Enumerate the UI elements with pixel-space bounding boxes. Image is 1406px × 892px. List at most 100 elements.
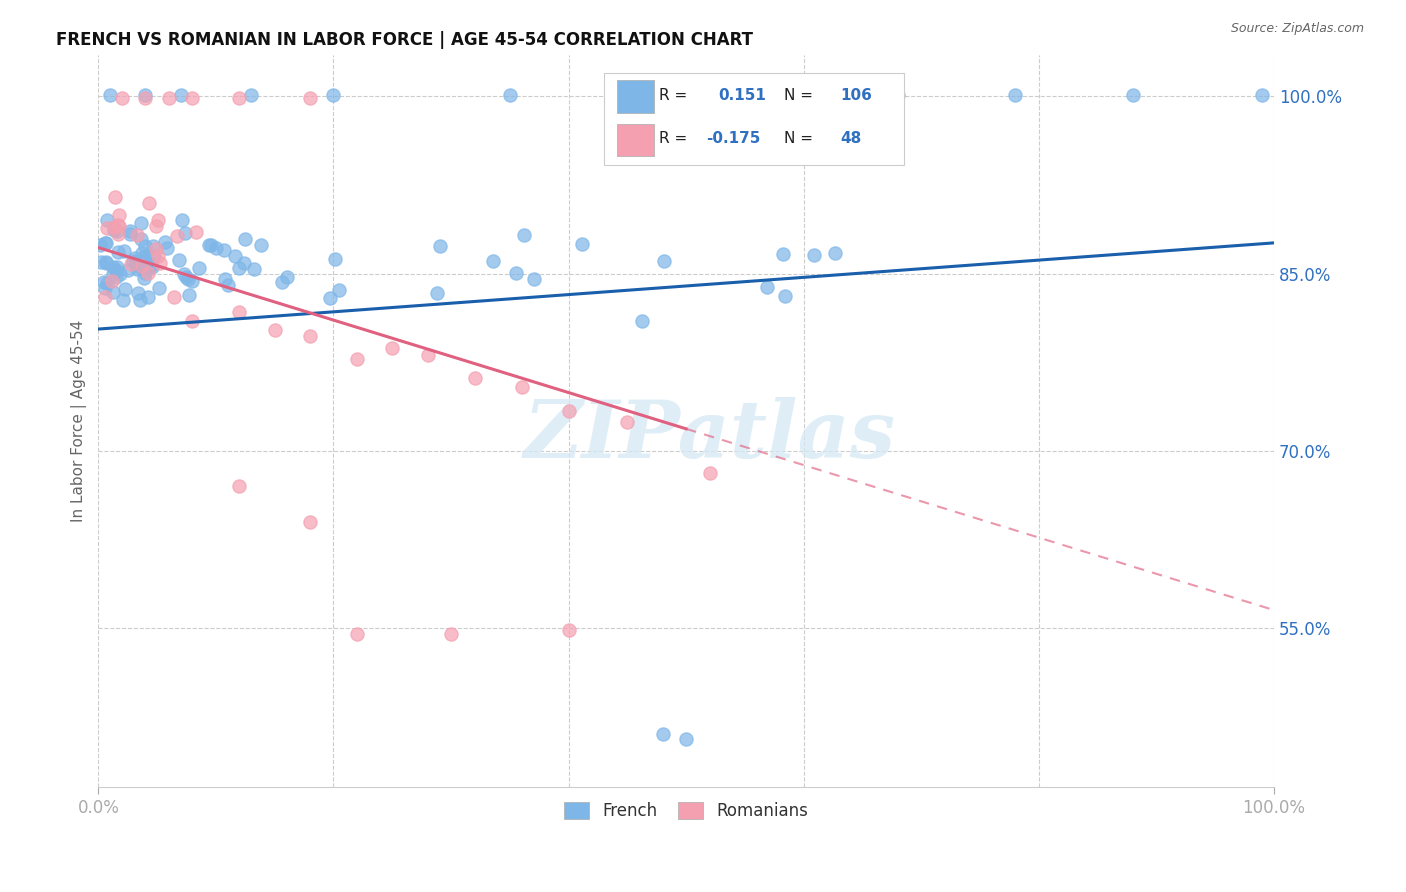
Point: [328, 283, 350, 297]
Point: [298, 329, 321, 343]
Point: [105, 263, 128, 277]
Point: [157, 90, 180, 104]
Point: [271, 275, 294, 289]
Point: [127, 259, 149, 273]
Point: [773, 288, 796, 302]
Point: [181, 314, 204, 328]
Point: [228, 305, 250, 319]
Point: [120, 257, 142, 271]
Point: [512, 227, 534, 242]
Point: [180, 274, 202, 288]
Point: [173, 268, 195, 282]
Point: [510, 380, 533, 394]
Point: [571, 236, 593, 251]
Point: [141, 260, 163, 274]
Point: [134, 88, 156, 103]
Point: [557, 623, 579, 637]
Point: [96, 276, 118, 290]
Point: [136, 255, 159, 269]
Point: [136, 290, 159, 304]
Point: [212, 243, 235, 257]
Point: [112, 244, 135, 258]
Point: [557, 404, 579, 418]
Point: [108, 219, 131, 233]
Point: [214, 272, 236, 286]
Point: [169, 88, 191, 103]
Point: [263, 323, 285, 337]
Point: [734, 88, 756, 103]
Point: [200, 238, 222, 252]
Point: [651, 727, 673, 741]
Point: [93, 275, 115, 289]
Text: 0.151: 0.151: [718, 87, 766, 103]
Point: [107, 227, 129, 241]
Point: [138, 260, 160, 274]
Point: [107, 245, 129, 260]
Point: [132, 271, 155, 285]
Point: [134, 249, 156, 263]
Point: [181, 90, 204, 104]
Text: 106: 106: [841, 87, 872, 103]
Point: [323, 252, 346, 266]
Point: [228, 261, 250, 276]
Point: [105, 224, 128, 238]
Point: [108, 208, 131, 222]
Point: [523, 272, 546, 286]
Point: [104, 190, 127, 204]
Point: [1251, 88, 1274, 103]
Point: [699, 467, 721, 481]
Point: [131, 246, 153, 260]
Point: [772, 247, 794, 261]
Point: [108, 267, 131, 281]
Point: [103, 267, 125, 281]
Point: [129, 216, 152, 230]
Text: Source: ZipAtlas.com: Source: ZipAtlas.com: [1230, 22, 1364, 36]
Point: [298, 90, 321, 104]
Point: [111, 293, 134, 307]
Point: [169, 252, 191, 267]
Point: [138, 196, 160, 211]
Point: [170, 212, 193, 227]
Text: -0.175: -0.175: [706, 131, 761, 146]
Point: [426, 286, 449, 301]
Point: [235, 232, 257, 246]
Point: [105, 269, 128, 284]
Point: [276, 269, 298, 284]
Legend: French, Romanians: French, Romanians: [558, 795, 814, 826]
Point: [134, 239, 156, 253]
Point: [134, 267, 156, 281]
Point: [136, 266, 159, 280]
Point: [96, 220, 118, 235]
Point: [117, 263, 139, 277]
Point: [240, 88, 263, 103]
Point: [120, 224, 142, 238]
Point: [631, 314, 654, 328]
Point: [105, 260, 128, 274]
Point: [148, 249, 170, 263]
Point: [675, 731, 697, 746]
Point: [177, 271, 200, 285]
Point: [134, 90, 156, 104]
Point: [120, 227, 142, 242]
Point: [155, 235, 177, 249]
Point: [94, 236, 117, 251]
Point: [114, 282, 136, 296]
Text: R =: R =: [659, 87, 688, 103]
Point: [186, 225, 208, 239]
Point: [318, 291, 340, 305]
Point: [127, 285, 149, 300]
Point: [381, 341, 404, 355]
Point: [232, 256, 254, 270]
Point: [134, 253, 156, 268]
FancyBboxPatch shape: [617, 80, 654, 112]
Text: 48: 48: [841, 131, 862, 146]
Point: [298, 515, 321, 529]
Point: [107, 218, 129, 232]
Point: [176, 270, 198, 285]
Point: [129, 232, 152, 246]
Point: [125, 254, 148, 268]
Text: FRENCH VS ROMANIAN IN LABOR FORCE | AGE 45-54 CORRELATION CHART: FRENCH VS ROMANIAN IN LABOR FORCE | AGE …: [56, 31, 754, 49]
Point: [89, 237, 111, 252]
Point: [174, 226, 197, 240]
Point: [482, 253, 505, 268]
